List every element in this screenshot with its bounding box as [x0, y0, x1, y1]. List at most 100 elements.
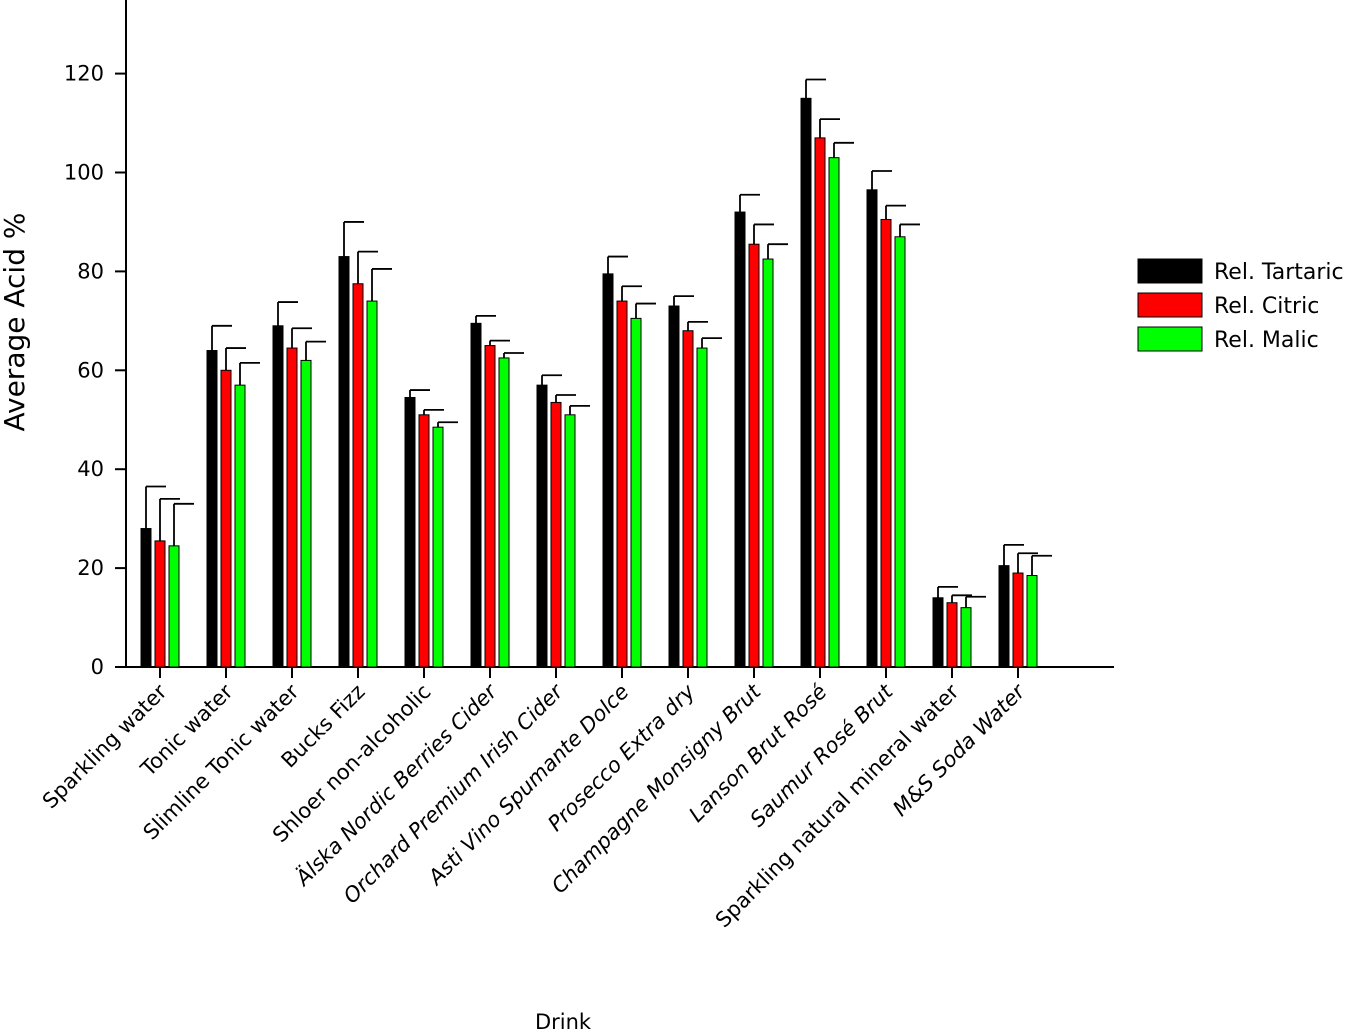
bar: [418, 414, 430, 668]
error-bar: [701, 337, 722, 349]
bar: [932, 597, 944, 668]
error-bar: [767, 243, 788, 260]
bar: [616, 300, 628, 668]
bar: [946, 602, 958, 668]
bar: [234, 384, 246, 668]
error-bar: [805, 78, 826, 99]
bar: [960, 607, 972, 668]
bar: [220, 369, 232, 668]
error-bar: [1031, 554, 1052, 576]
bar: [550, 401, 562, 668]
error-bar: [371, 268, 392, 302]
error-bar: [965, 595, 986, 608]
bar: [734, 211, 746, 668]
bar: [366, 300, 378, 668]
error-bar: [569, 405, 590, 415]
error-bar: [833, 141, 854, 158]
error-bar: [159, 497, 180, 541]
error-bar: [173, 502, 194, 546]
bar: [630, 317, 642, 668]
bar: [404, 396, 416, 668]
error-bar: [687, 320, 708, 331]
bar: [866, 189, 878, 668]
bar: [814, 137, 826, 668]
y-tick-labels: 0 20 40 60 80 100 120: [64, 62, 104, 679]
error-bar: [503, 352, 524, 358]
error-bar: [225, 347, 246, 371]
legend-label: Rel. Malic: [1214, 328, 1319, 353]
bar: [564, 414, 576, 668]
bar: [668, 305, 680, 668]
bar: [762, 258, 774, 668]
error-bar: [291, 327, 312, 349]
error-bar: [489, 339, 510, 346]
bar: [880, 218, 892, 668]
error-bar: [437, 421, 458, 428]
bar: [154, 540, 166, 668]
bar: [206, 350, 218, 668]
legend-item: Rel. Citric: [1137, 292, 1319, 319]
error-bar: [937, 585, 958, 598]
bar: [300, 359, 312, 668]
y-tick-label: 20: [77, 556, 104, 580]
error-bar: [475, 315, 496, 324]
legend-swatch: [1137, 258, 1203, 284]
y-tick-label: 100: [64, 161, 104, 185]
legend-label: Rel. Citric: [1214, 294, 1319, 319]
bar: [272, 325, 284, 668]
error-bar: [899, 223, 920, 237]
x-tick-label: Sparkling natural mineral water: [711, 679, 964, 932]
y-tick-label: 80: [77, 259, 104, 283]
error-bar: [423, 408, 444, 415]
legend: Rel. Tartaric Rel. Citric Rel. Malic: [1137, 258, 1344, 353]
bar: [484, 345, 496, 668]
error-bar: [819, 118, 840, 138]
x-tick-label: Sparkling water: [38, 679, 172, 813]
error-bar: [409, 389, 430, 398]
bar: [828, 157, 840, 668]
legend-label: Rel. Tartaric: [1214, 260, 1344, 285]
error-bar: [541, 374, 562, 386]
error-bar: [211, 324, 232, 351]
legend-item: Rel. Tartaric: [1137, 258, 1344, 285]
bar: [894, 236, 906, 668]
x-axis-label: Drink: [535, 1010, 592, 1032]
error-bar: [1003, 543, 1024, 566]
error-bar: [885, 204, 906, 220]
error-bar: [145, 485, 166, 529]
legend-item: Rel. Malic: [1137, 326, 1319, 353]
error-bar: [1017, 552, 1038, 574]
legend-swatch: [1137, 292, 1203, 318]
error-bars: [145, 78, 1052, 608]
y-tick-label: 60: [77, 358, 104, 382]
bar: [432, 426, 444, 668]
error-bar: [305, 340, 326, 361]
legend-swatch: [1137, 326, 1203, 352]
error-bar: [357, 250, 378, 284]
error-bar: [871, 170, 892, 190]
bar: [352, 283, 364, 668]
bars: [140, 97, 1038, 668]
bar: [998, 565, 1010, 668]
y-tick-label: 120: [64, 62, 104, 86]
bar: [696, 347, 708, 668]
bar: [748, 243, 760, 668]
bar: [286, 347, 298, 668]
bar: [602, 273, 614, 668]
error-bar: [739, 193, 760, 213]
error-bar: [343, 221, 364, 257]
bar: [338, 256, 350, 668]
error-bar: [239, 361, 260, 386]
error-bar: [753, 223, 774, 245]
error-bar: [635, 302, 656, 319]
bar: [168, 545, 180, 668]
bar: [682, 330, 694, 668]
error-bar: [951, 594, 972, 603]
bar: [498, 357, 510, 668]
bar: [1026, 575, 1038, 668]
bar: [470, 322, 482, 668]
error-bar: [555, 394, 576, 403]
bar: [140, 528, 152, 668]
